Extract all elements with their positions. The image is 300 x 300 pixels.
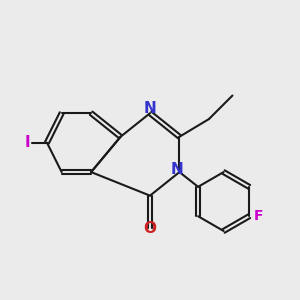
Text: N: N <box>170 162 183 177</box>
Text: O: O <box>143 220 157 236</box>
Text: I: I <box>25 135 31 150</box>
Text: F: F <box>254 209 263 223</box>
Text: N: N <box>144 101 156 116</box>
